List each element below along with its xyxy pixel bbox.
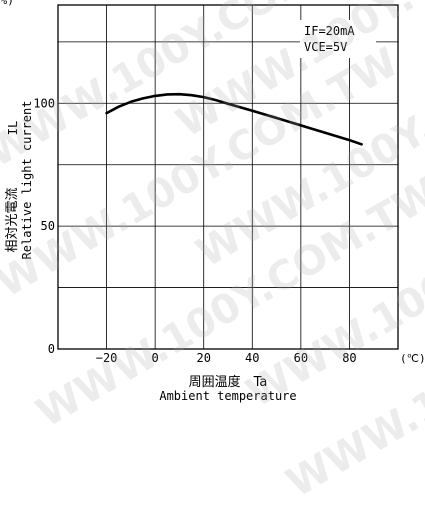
x-tick-labels: −20 0 20 40 60 80 (96, 351, 357, 365)
y-tick-label: 50 (41, 219, 55, 233)
y-unit-label: (%) (0, 0, 14, 7)
y-tick-label: 0 (48, 342, 55, 356)
x-tick-label: 20 (196, 351, 210, 365)
y-axis-title-en: Relative light current (20, 101, 34, 260)
y-tick-labels: 0 50 100 (33, 96, 55, 356)
x-axis-title-en: Ambient temperature (159, 389, 296, 403)
x-tick-label: 60 (294, 351, 308, 365)
x-tick-label: 0 (152, 351, 159, 365)
x-tick-label: 40 (245, 351, 259, 365)
x-unit-label: (℃) (400, 352, 425, 365)
plot-frame (57, 4, 399, 350)
y-axis-title-jp: 相対光電流 (5, 187, 20, 252)
chart: IF=20mA VCE=5V −20 0 20 40 60 80 0 50 100 (%) (… (0, 0, 425, 403)
x-tick-label: −20 (96, 351, 118, 365)
x-tick-label: 80 (342, 351, 356, 365)
grid (58, 5, 398, 349)
condition-vce: VCE=5V (304, 40, 347, 54)
y-tick-label: 100 (33, 96, 55, 110)
series-line (105, 92, 363, 146)
x-axis-title-jp: 周囲温度 Ta (189, 374, 268, 390)
conditions-box (300, 20, 376, 58)
condition-if: IF=20mA (304, 24, 355, 38)
y-axis-symbol: IL (6, 121, 20, 135)
